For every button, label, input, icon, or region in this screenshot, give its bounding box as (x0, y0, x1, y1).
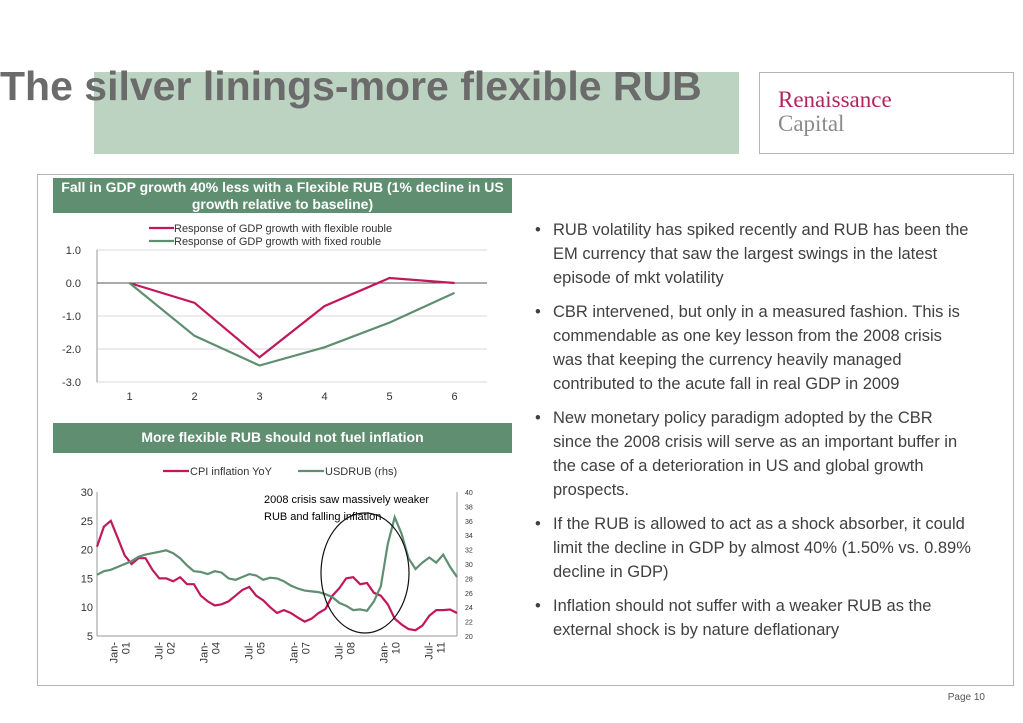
x-tick-label: Jan- 04 (199, 642, 223, 664)
series-line (128, 282, 455, 367)
series-line (95, 518, 458, 632)
y2-tick-label: 32 (465, 548, 473, 555)
legend-label: CPI inflation YoY (190, 466, 273, 478)
bullet-text: CBR intervened, but only in a measured f… (553, 303, 960, 393)
title-band (94, 72, 739, 154)
logo-line-2: Capital (778, 111, 845, 136)
gdp-response-chart: 1.0 0.0 -1.0 -2.0 -3.0 1 2 3 4 5 6 Response of GDP … (62, 223, 487, 403)
x-tick-text: 08 (346, 642, 358, 654)
y-tick-label: -2.0 (62, 344, 81, 356)
legend-label: USDRUB (rhs) (325, 466, 397, 478)
y2-tick-label: 24 (465, 605, 473, 612)
bullet-text: RUB volatility has spiked recently and R… (553, 221, 969, 287)
y-tick-label: 1.0 (66, 245, 81, 257)
bullet-list: • RUB volatility has spiked recently and … (532, 218, 972, 652)
x-tick-label: Jan- 10 (379, 642, 403, 664)
y2-tick-label: 22 (465, 620, 473, 627)
bullet-marker: • (535, 515, 541, 533)
x-tick-text: 02 (166, 642, 178, 654)
y-tick-label: 30 (81, 487, 93, 499)
bullet-marker: • (535, 221, 541, 239)
chart1-header: Fall in GDP growth 40% less with a Flexi… (53, 178, 512, 213)
x-tick-label: Jul- 11 (424, 642, 448, 660)
y2-tick-label: 36 (465, 519, 473, 526)
series-line (96, 513, 458, 613)
x-tick-label: Jan- 07 (289, 642, 313, 664)
y2-tick-label: 28 (465, 576, 473, 583)
x-tick-text: Jan- (289, 642, 301, 664)
y-tick-label: 25 (81, 516, 93, 528)
legend-label: Response of GDP growth with fixed rouble (174, 236, 381, 248)
company-logo: Renaissance Capital (759, 72, 1014, 154)
y-tick-label: 10 (81, 602, 93, 614)
bullet-marker: • (535, 303, 541, 321)
x-tick-text: Jul- (154, 642, 166, 660)
x-tick-label: Jan- 01 (109, 642, 133, 664)
x-tick-label: 5 (386, 391, 392, 403)
bullet-text: If the RUB is allowed to act as a shock … (553, 515, 971, 581)
y2-tick-label: 38 (465, 504, 473, 511)
x-tick-label: 2 (191, 391, 197, 403)
annotation-ellipse (320, 512, 410, 634)
x-tick-text: 10 (391, 642, 403, 654)
x-tick-text: 11 (436, 642, 448, 653)
slide-title: The silver linings-more flexible RUB (0, 63, 702, 109)
y-tick-label: -1.0 (62, 311, 81, 323)
x-tick-label: 4 (321, 391, 327, 403)
bullet-text: Inflation should not suffer with a weake… (553, 597, 932, 639)
x-tick-text: Jan- (109, 642, 121, 664)
content-frame (37, 174, 1014, 686)
x-tick-label: Jul- 05 (244, 642, 268, 660)
x-tick-text: Jul- (424, 642, 436, 660)
y-tick-label: 20 (81, 545, 93, 557)
chart2-header: More flexible RUB should not fuel inflat… (53, 423, 512, 453)
y2-tick-label: 26 (465, 591, 473, 598)
x-tick-label: 6 (451, 391, 457, 403)
x-tick-text: 07 (301, 642, 313, 654)
y-tick-label: -3.0 (62, 377, 81, 389)
bullet-item: • CBR intervened, but only in a measured … (532, 300, 972, 396)
y2-tick-label: 40 (465, 490, 473, 497)
bullet-item: • RUB volatility has spiked recently and … (532, 218, 972, 290)
bullet-item: • New monetary policy paradigm adopted by… (532, 406, 972, 502)
series-line (129, 276, 455, 359)
x-tick-text: Jul- (244, 642, 256, 660)
y-tick-label: 0.0 (66, 278, 81, 290)
x-tick-text: Jan- (199, 642, 211, 664)
annotation-text: RUB and falling inflation (264, 511, 381, 523)
legend-label: Response of GDP growth with flexible rou… (174, 223, 392, 235)
x-tick-text: 01 (121, 642, 133, 654)
bullet-item: • If the RUB is allowed to act as a shock… (532, 512, 972, 584)
x-tick-label: Jul- 02 (154, 642, 178, 660)
bullet-marker: • (535, 409, 541, 427)
bullet-marker: • (535, 597, 541, 615)
page-number: Page 10 (947, 692, 985, 703)
y-tick-label: 5 (87, 631, 93, 643)
y2-tick-label: 20 (465, 634, 473, 641)
y2-tick-label: 30 (465, 562, 473, 569)
bullet-item: • Inflation should not suffer with a weak… (532, 594, 972, 642)
y2-tick-label: 34 (465, 533, 473, 540)
x-tick-label: Jul- 08 (334, 642, 358, 660)
logo-line-1: Renaissance (778, 87, 892, 112)
annotation-text: 2008 crisis saw massively weaker (264, 494, 429, 506)
x-tick-text: 05 (256, 642, 268, 654)
x-tick-text: 04 (211, 642, 223, 654)
x-tick-text: Jan- (379, 642, 391, 664)
bullet-text: New monetary policy paradigm adopted by … (553, 409, 958, 499)
x-tick-text: Jul- (334, 642, 346, 660)
x-tick-label: 1 (126, 391, 132, 403)
y-tick-label: 15 (81, 573, 93, 585)
x-tick-label: 3 (256, 391, 262, 403)
